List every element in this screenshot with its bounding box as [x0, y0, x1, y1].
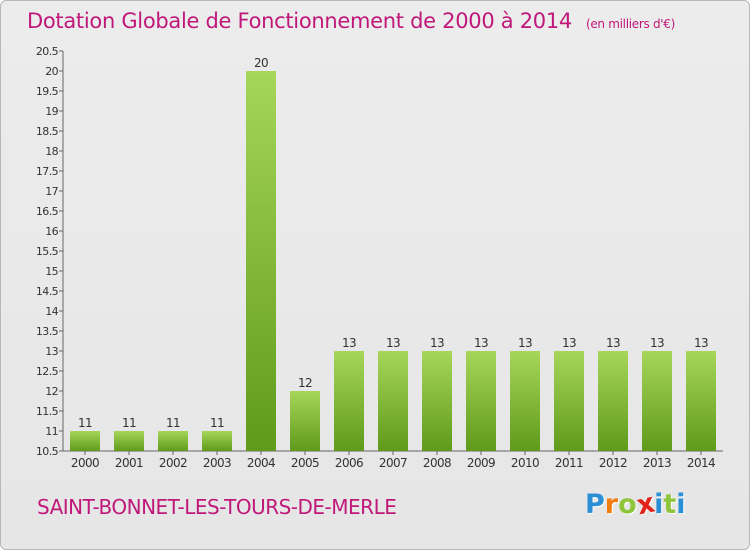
bars [70, 71, 716, 451]
bar [246, 71, 276, 451]
bar [598, 351, 628, 451]
data-label: 13 [518, 336, 532, 350]
bar [642, 351, 672, 451]
logo-letter: P [585, 489, 605, 520]
y-tick-label: 12 [45, 385, 58, 398]
y-tick-label: 20 [45, 65, 58, 78]
bar [378, 351, 408, 451]
y-tick-label: 10.5 [36, 445, 59, 458]
logo-letter: o [618, 489, 637, 520]
x-tick-label: 2010 [511, 456, 539, 470]
x-tick-label: 2008 [423, 456, 451, 470]
y-tick-label: 11 [45, 425, 58, 438]
commune-name: SAINT-BONNET-LES-TOURS-DE-MERLE [37, 495, 397, 519]
data-label: 11 [210, 416, 224, 430]
bar [422, 351, 452, 451]
chart-title: Dotation Globale de Fonctionnement de 20… [27, 9, 675, 33]
bar [158, 431, 188, 451]
y-tick-label: 20.5 [36, 45, 59, 58]
y-tick-label: 19 [45, 105, 58, 118]
x-tick-label: 2004 [247, 456, 275, 470]
data-label: 13 [606, 336, 620, 350]
bar [510, 351, 540, 451]
x-tick-label: 2000 [71, 456, 99, 470]
x-tick-label: 2005 [291, 456, 319, 470]
title-unit: (en milliers d'€) [585, 17, 675, 31]
y-tick-label: 14 [45, 305, 58, 318]
bar [686, 351, 716, 451]
x-tick-label: 2001 [115, 456, 143, 470]
y-tick-label: 13.5 [36, 325, 59, 338]
y-tick-label: 14.5 [36, 285, 59, 298]
logo-letter: i [654, 489, 664, 520]
y-tick-label: 11.5 [36, 405, 59, 418]
x-tick-label: 2011 [555, 456, 583, 470]
x-tick-label: 2014 [687, 456, 715, 470]
data-label: 13 [650, 336, 664, 350]
logo-letter: i [676, 489, 686, 520]
data-label: 13 [430, 336, 444, 350]
x-tick-label: 2003 [203, 456, 231, 470]
y-tick-label: 16.5 [36, 205, 59, 218]
logo-letter: t [663, 489, 677, 520]
data-label: 11 [78, 416, 92, 430]
y-tick-label: 17.5 [36, 165, 59, 178]
y-tick-label: 15.5 [36, 245, 59, 258]
data-label: 11 [166, 416, 180, 430]
data-label: 13 [474, 336, 488, 350]
x-tick-label: 2012 [599, 456, 627, 470]
x-tick-label: 2009 [467, 456, 495, 470]
bar [290, 391, 320, 451]
y-tick-label: 18 [45, 145, 58, 158]
data-label: 11 [122, 416, 136, 430]
data-label: 20 [254, 56, 268, 70]
x-tick-label: 2007 [379, 456, 407, 470]
data-label: 13 [694, 336, 708, 350]
x-tick-label: 2013 [643, 456, 671, 470]
x-tick-label: 2006 [335, 456, 363, 470]
bar [334, 351, 364, 451]
y-tick-label: 12.5 [36, 365, 59, 378]
y-tick-label: 16 [45, 225, 58, 238]
logo-letter: r [604, 489, 619, 520]
bar [202, 431, 232, 451]
y-tick-label: 15 [45, 265, 58, 278]
data-label: 13 [562, 336, 576, 350]
bar [114, 431, 144, 451]
proxiti-logo: Proxiti [585, 488, 686, 522]
y-tick-label: 17 [45, 185, 58, 198]
data-label: 13 [386, 336, 400, 350]
data-label: 13 [342, 336, 356, 350]
x-tick-label: 2002 [159, 456, 187, 470]
y-tick-label: 19.5 [36, 85, 59, 98]
y-tick-label: 13 [45, 345, 58, 358]
bar [466, 351, 496, 451]
data-label: 12 [298, 376, 312, 390]
title-text: Dotation Globale de Fonctionnement de 20… [27, 9, 572, 33]
axes: 10.5 11 11.5 12 12.5 13 13.5 14 14.5 15 15.5 16 16.5… [36, 45, 723, 458]
bar [554, 351, 584, 451]
bar [70, 431, 100, 451]
labels: 11 2000 11 2001 11 2002 11 2003 20 2004 12 2005 13 20… [71, 56, 716, 470]
y-tick-label: 18.5 [36, 125, 59, 138]
